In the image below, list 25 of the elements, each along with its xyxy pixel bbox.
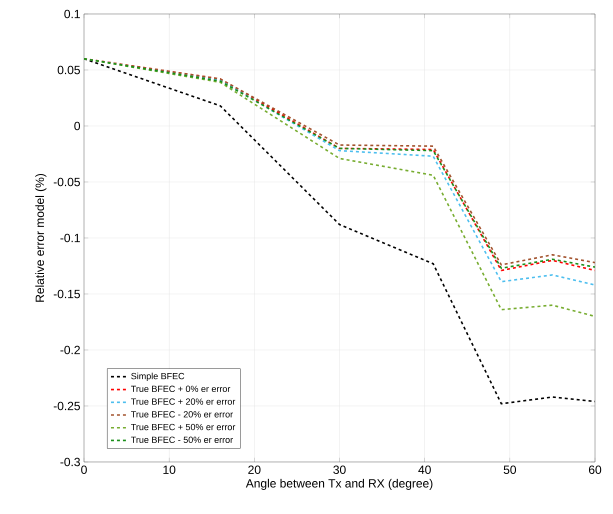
x-tick-label: 40 bbox=[418, 466, 431, 474]
legend-label: True BFEC + 50% er error bbox=[130, 424, 236, 430]
y-tick-label: -0.2 bbox=[60, 346, 80, 354]
y-tick-label: 0.05 bbox=[58, 66, 80, 74]
y-tick-label: -0.3 bbox=[60, 458, 80, 466]
legend-label: True BFEC - 50% er error bbox=[130, 436, 233, 443]
x-axis-title: Angle between Tx and RX (degree) bbox=[246, 478, 432, 490]
y-tick-label: -0.25 bbox=[54, 402, 80, 410]
x-tick-label: 30 bbox=[333, 466, 346, 474]
y-tick-label: -0.1 bbox=[60, 234, 80, 242]
x-tick-label: 50 bbox=[504, 466, 516, 474]
y-tick-label: -0.05 bbox=[54, 178, 80, 186]
y-tick-label: -0.15 bbox=[54, 290, 80, 298]
legend-label: True BFEC - 20% er error bbox=[130, 411, 233, 418]
x-tick-label: 0 bbox=[81, 466, 87, 474]
legend-label: True BFEC + 0% er error bbox=[130, 386, 230, 392]
y-axis-title: Relative error model (%) bbox=[35, 174, 46, 302]
y-tick-label: 0.1 bbox=[64, 10, 80, 18]
y-tick-label: 0 bbox=[74, 122, 80, 130]
legend-label: True BFEC + 20% er error bbox=[130, 398, 236, 405]
x-tick-label: 20 bbox=[248, 466, 261, 474]
x-tick-label: 10 bbox=[163, 466, 176, 474]
legend-label: Simple BFEC bbox=[131, 372, 184, 382]
line-series bbox=[84, 58, 596, 405]
x-tick-label: 60 bbox=[588, 466, 602, 474]
